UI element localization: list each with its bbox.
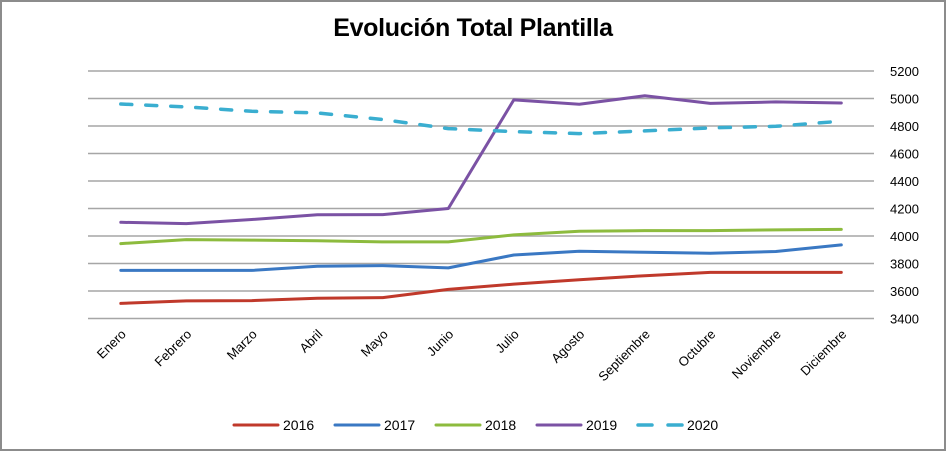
series-line-2016 — [119, 270, 843, 305]
y-tick-label: 4000 — [890, 229, 919, 244]
series-line-2020 — [119, 102, 844, 136]
y-tick-label: 3600 — [890, 284, 919, 299]
series-line-2019 — [119, 94, 843, 226]
x-axis-tick-labels: Enero Febrero Marzo Abril Mayo Junio Julio Agos… — [94, 326, 850, 384]
x-tick-label: Julio — [492, 327, 522, 357]
x-tick-label: Diciembre — [797, 327, 849, 379]
legend-label-2018: 2018 — [485, 417, 516, 433]
y-tick-label: 4600 — [890, 147, 919, 162]
y-tick-label: 4400 — [890, 174, 919, 189]
series-line-2017 — [119, 243, 843, 272]
legend-label-2016: 2016 — [283, 417, 314, 433]
x-tick-label: Octubre — [675, 327, 718, 370]
x-tick-label: Septiembre — [595, 327, 653, 385]
y-tick-label: 5000 — [890, 92, 919, 107]
y-tick-label: 4800 — [890, 119, 919, 134]
chart-title: Evolución Total Plantilla — [333, 14, 613, 42]
y-tick-label: 3800 — [890, 257, 919, 272]
y-tick-label: 5200 — [890, 64, 919, 79]
x-tick-label: Febrero — [152, 327, 195, 370]
y-tick-label: 4200 — [890, 202, 919, 217]
series-lines — [119, 94, 844, 305]
legend-label-2019: 2019 — [586, 417, 617, 433]
legend: 2016 2017 2018 2019 2020 — [232, 417, 718, 433]
x-tick-label: Abril — [296, 326, 325, 355]
x-tick-label: Junio — [424, 327, 457, 360]
x-tick-label: Noviembre — [729, 327, 784, 382]
y-tick-label: 3400 — [890, 312, 919, 327]
y-axis-tick-labels: 3400 3600 3800 4000 4200 4400 4600 4800 5000 5200 — [890, 64, 919, 327]
x-tick-label: Marzo — [224, 327, 260, 363]
legend-label-2020: 2020 — [687, 417, 718, 433]
x-tick-label: Agosto — [548, 327, 587, 366]
x-tick-label: Enero — [94, 327, 129, 362]
legend-label-2017: 2017 — [384, 417, 415, 433]
series-line-2018 — [119, 227, 843, 246]
x-tick-label: Mayo — [358, 327, 391, 360]
